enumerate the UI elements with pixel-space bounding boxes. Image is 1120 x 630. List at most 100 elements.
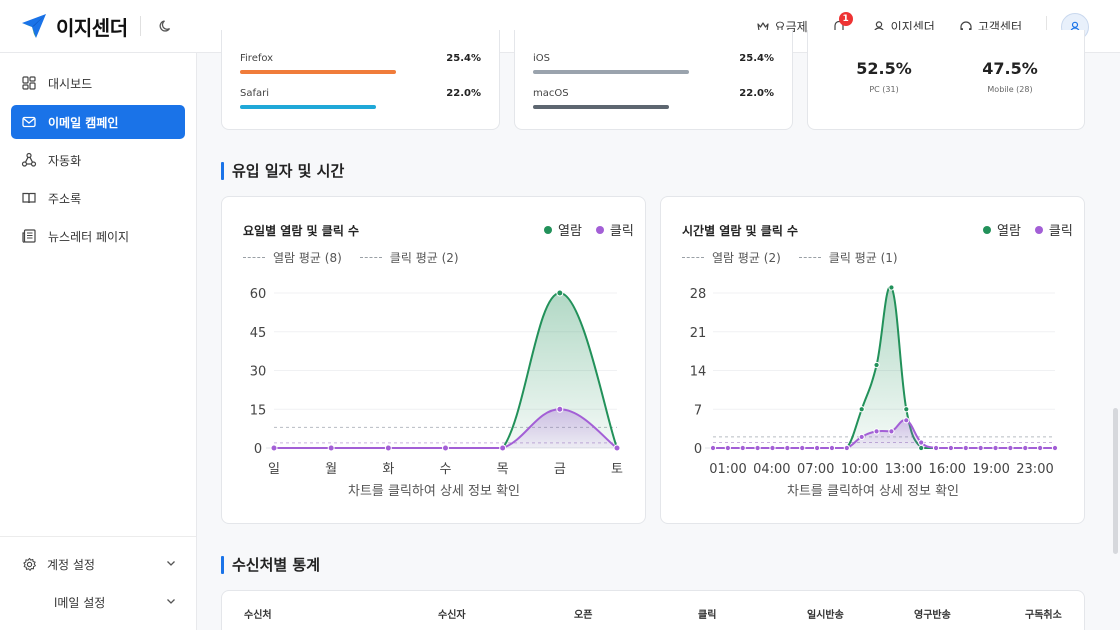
y-tick-label: 60 (250, 287, 267, 302)
legend-click[interactable]: 클릭 (1034, 220, 1073, 239)
click-point (1051, 444, 1059, 452)
legend-click[interactable]: 클릭 (595, 220, 634, 239)
os-pct: 25.4% (739, 53, 774, 64)
click-point (873, 428, 880, 435)
avg-click-label: 클릭 평균 (1) (828, 251, 898, 265)
device-mobile-pct: 47.5% (982, 59, 1038, 78)
table-header-soft-bounce[interactable]: 일시반송 (807, 610, 844, 621)
table-header-recipient-domain[interactable]: 수신처 (244, 610, 272, 621)
browser-name: Firefox (240, 53, 274, 64)
click-point (903, 417, 910, 424)
automation-icon (21, 152, 37, 167)
sidebar-item-dashboard[interactable]: 대시보드 (11, 66, 185, 100)
section-title-text: 유입 일자 및 시간 (232, 162, 345, 180)
sidebar-item-email-campaign[interactable]: 이메일 캠페인 (11, 105, 185, 139)
sidebar-item-label: 이메일 캠페인 (48, 115, 119, 130)
click-point (1022, 444, 1029, 452)
device-pc-pct: 52.5% (856, 59, 912, 78)
logo[interactable]: 이지센더 (20, 12, 128, 41)
open-point (556, 289, 564, 297)
dash-line (243, 257, 265, 258)
dash-line (682, 257, 704, 258)
browser-pct: 22.0% (446, 88, 481, 99)
open-point (873, 361, 880, 369)
os-row-ios: iOS 25.4% (533, 53, 774, 74)
browser-row-safari: Safari 22.0% (240, 88, 481, 109)
y-tick-label: 15 (250, 403, 267, 418)
mail-settings-item[interactable]: l메일 설정 (22, 590, 177, 614)
click-point (858, 433, 865, 441)
paper-plane-logo-icon (22, 14, 46, 38)
y-tick-label: 28 (690, 287, 707, 302)
table-header-click[interactable]: 클릭 (698, 610, 717, 621)
legend-open[interactable]: 열람 (983, 220, 1021, 239)
legend-dot-open (983, 225, 991, 234)
moon-icon (159, 20, 170, 32)
click-point (327, 444, 335, 452)
open-point (888, 284, 895, 291)
header-divider-right (1046, 15, 1047, 38)
sidebar-item-address-book[interactable]: 주소록 (11, 181, 185, 215)
y-tick-label: 45 (250, 326, 267, 341)
table-header-hard-bounce[interactable]: 영구반송 (914, 610, 951, 621)
x-tick-label: 목 (497, 462, 509, 477)
click-point (888, 428, 895, 435)
avg-open-label: 열람 평균 (2) (712, 251, 781, 265)
os-row-macos: macOS 22.0% (533, 88, 774, 109)
chevron-down-icon (167, 561, 175, 566)
click-point (556, 405, 564, 413)
open-area (274, 293, 617, 448)
click-point (784, 444, 791, 452)
click-point (828, 444, 836, 452)
mail-icon (22, 116, 36, 128)
click-point (769, 444, 776, 452)
x-tick-label: 토 (611, 462, 623, 477)
sidebar-item-label: 대시보드 (48, 76, 93, 91)
section-accent (221, 555, 224, 574)
click-point (992, 444, 999, 452)
section-accent (221, 161, 224, 180)
click-point (843, 444, 850, 452)
legend-open[interactable]: 열람 (544, 220, 582, 239)
x-tick-label: 07:00 (797, 462, 834, 477)
x-tick-label: 일 (268, 462, 280, 477)
click-point (270, 444, 278, 452)
hourly-chart-svg[interactable]: 0 7 14 21 28 01:00 04:00 07:00 10:00 13:00 16:00 19… (661, 197, 1086, 525)
chevron-down-icon (167, 599, 175, 604)
dark-mode-toggle[interactable] (159, 19, 173, 33)
legend-click-label: 클릭 (609, 224, 634, 239)
legend-dot-click (1034, 225, 1043, 234)
hourly-chart-card[interactable]: 시간별 열람 및 클릭 수 열람 클릭 열람 평균 (2) 클릭 평균 (1) … (660, 196, 1085, 524)
x-tick-label: 19:00 (972, 462, 1009, 477)
header-divider (139, 16, 141, 36)
weekday-chart-card[interactable]: 요일별 열람 및 클릭 수 열람 클릭 열람 평균 (8) 클릭 평균 (2) … (221, 196, 646, 524)
click-point (1007, 444, 1014, 452)
click-point (739, 444, 746, 452)
browser-bar (240, 105, 376, 109)
click-point (977, 444, 984, 452)
click-point (947, 444, 955, 452)
section-title-inflow: 유입 일자 및 시간 (221, 160, 344, 181)
table-header-open[interactable]: 오픈 (574, 610, 593, 621)
sidebar-item-newsletter-page[interactable]: 뉴스레터 페이지 (11, 219, 185, 253)
open-point (903, 406, 910, 413)
os-stats-card: iOS 25.4% macOS 22.0% (514, 30, 793, 130)
table-header-recipients[interactable]: 수신자 (438, 610, 466, 621)
click-point (754, 444, 761, 452)
x-tick-label: 04:00 (753, 462, 790, 477)
os-name: macOS (533, 88, 569, 99)
x-tick-label: 16:00 (929, 462, 966, 477)
account-settings-item[interactable]: 계정 설정 (22, 552, 177, 576)
avg-click-legend: 클릭 평균 (1) (798, 249, 898, 266)
chart-caption: 차트를 클릭하여 상세 정보 확인 (348, 484, 520, 499)
book-icon (22, 192, 36, 204)
sidebar-item-automation[interactable]: 자동화 (11, 143, 185, 177)
scrollbar-thumb[interactable] (1113, 408, 1118, 554)
y-tick-label: 21 (690, 326, 707, 341)
avg-click-label: 클릭 평균 (2) (389, 251, 459, 265)
newsletter-icon (22, 229, 36, 243)
sidebar-item-label: 뉴스레터 페이지 (48, 229, 130, 244)
table-header-unsubscribe[interactable]: 구독취소 (1025, 610, 1062, 621)
open-area (713, 286, 1055, 448)
